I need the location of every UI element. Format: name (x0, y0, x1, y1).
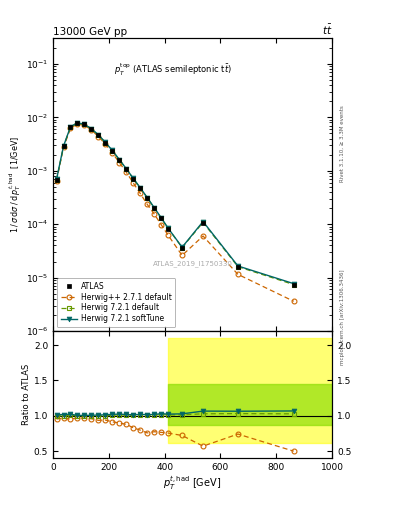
Herwig 7.2.1 softTune (61, 143, 66, 149)
ATLAS (103, 140, 108, 146)
Herwig 7.2.1 default (201, 219, 206, 225)
ATLAS (54, 177, 59, 183)
Herwig 7.2.1 default (145, 195, 150, 201)
Herwig 7.2.1 default (61, 143, 66, 150)
Herwig 7.2.1 softTune (110, 147, 115, 154)
ATLAS (166, 226, 171, 232)
ATLAS (82, 121, 87, 127)
Line: Herwig++ 2.7.1 default: Herwig++ 2.7.1 default (54, 121, 296, 304)
ATLAS (89, 126, 94, 132)
Herwig 7.2.1 default (131, 176, 136, 182)
Herwig 7.2.1 default (152, 205, 156, 211)
Herwig++ 2.7.1 default (89, 127, 94, 133)
Text: 13000 GeV pp: 13000 GeV pp (53, 27, 127, 37)
ATLAS (68, 124, 73, 131)
ATLAS (201, 220, 206, 226)
Herwig 7.2.1 default (138, 185, 143, 191)
Herwig 7.2.1 softTune (54, 176, 59, 182)
ATLAS (75, 120, 80, 126)
Herwig 7.2.1 default (82, 121, 87, 127)
Line: ATLAS: ATLAS (54, 120, 296, 288)
Herwig 7.2.1 default (124, 166, 129, 172)
Herwig++ 2.7.1 default (82, 122, 87, 129)
ATLAS (180, 245, 184, 251)
ATLAS (152, 205, 156, 211)
Herwig 7.2.1 softTune (145, 195, 150, 201)
ATLAS (61, 143, 66, 150)
Herwig++ 2.7.1 default (138, 190, 143, 197)
X-axis label: $p_T^{t,\mathrm{had}}$ [GeV]: $p_T^{t,\mathrm{had}}$ [GeV] (163, 475, 222, 492)
Herwig++ 2.7.1 default (180, 252, 184, 259)
Herwig 7.2.1 default (96, 132, 101, 138)
Herwig 7.2.1 softTune (166, 225, 171, 231)
Herwig++ 2.7.1 default (96, 134, 101, 140)
ATLAS (124, 166, 129, 172)
Herwig 7.2.1 default (291, 282, 296, 288)
Herwig++ 2.7.1 default (152, 211, 156, 217)
Line: Herwig 7.2.1 softTune: Herwig 7.2.1 softTune (54, 120, 296, 286)
Herwig 7.2.1 softTune (96, 132, 101, 138)
Text: ATLAS_2019_I1750330: ATLAS_2019_I1750330 (152, 260, 233, 267)
Herwig 7.2.1 softTune (180, 244, 184, 250)
Herwig 7.2.1 default (103, 140, 108, 146)
Herwig++ 2.7.1 default (145, 201, 150, 207)
Herwig 7.2.1 default (110, 147, 115, 154)
Herwig 7.2.1 softTune (131, 175, 136, 181)
Herwig 7.2.1 default (166, 225, 171, 231)
Herwig 7.2.1 default (89, 126, 94, 132)
Herwig 7.2.1 softTune (152, 205, 156, 211)
Herwig 7.2.1 softTune (138, 185, 143, 191)
Herwig 7.2.1 softTune (89, 126, 94, 132)
Herwig++ 2.7.1 default (201, 233, 206, 239)
Herwig 7.2.1 softTune (159, 215, 163, 221)
Herwig 7.2.1 softTune (117, 157, 122, 163)
ATLAS (96, 132, 101, 138)
Text: $p_T^{\rm top}$ (ATLAS semileptonic t$\bar{t}$): $p_T^{\rm top}$ (ATLAS semileptonic t$\b… (114, 62, 232, 78)
Herwig 7.2.1 softTune (235, 263, 240, 269)
ATLAS (159, 216, 163, 222)
Herwig++ 2.7.1 default (68, 125, 73, 132)
Line: Herwig 7.2.1 default: Herwig 7.2.1 default (54, 120, 296, 287)
Herwig++ 2.7.1 default (54, 178, 59, 184)
Legend: ATLAS, Herwig++ 2.7.1 default, Herwig 7.2.1 default, Herwig 7.2.1 softTune: ATLAS, Herwig++ 2.7.1 default, Herwig 7.… (57, 278, 175, 327)
Text: mcplots.cern.ch [arXiv:1306.3436]: mcplots.cern.ch [arXiv:1306.3436] (340, 270, 345, 365)
Text: Rivet 3.1.10, ≥ 3.3M events: Rivet 3.1.10, ≥ 3.3M events (340, 105, 345, 182)
Herwig 7.2.1 default (117, 157, 122, 163)
Text: $t\bar{t}$: $t\bar{t}$ (321, 23, 332, 37)
ATLAS (117, 157, 122, 163)
Herwig 7.2.1 softTune (124, 166, 129, 172)
Y-axis label: Ratio to ATLAS: Ratio to ATLAS (22, 364, 31, 425)
Herwig++ 2.7.1 default (131, 180, 136, 186)
ATLAS (291, 282, 296, 288)
ATLAS (138, 185, 143, 191)
Herwig 7.2.1 softTune (68, 124, 73, 130)
Herwig++ 2.7.1 default (103, 141, 108, 147)
Herwig 7.2.1 default (75, 120, 80, 126)
ATLAS (110, 148, 115, 154)
Herwig++ 2.7.1 default (291, 298, 296, 304)
Herwig++ 2.7.1 default (235, 271, 240, 278)
Herwig 7.2.1 softTune (75, 120, 80, 126)
Herwig++ 2.7.1 default (61, 144, 66, 151)
Herwig++ 2.7.1 default (110, 150, 115, 156)
Herwig 7.2.1 default (54, 177, 59, 183)
Herwig 7.2.1 default (159, 215, 163, 221)
Herwig 7.2.1 default (68, 124, 73, 130)
Herwig++ 2.7.1 default (117, 160, 122, 166)
ATLAS (235, 264, 240, 270)
Herwig++ 2.7.1 default (75, 121, 80, 127)
Y-axis label: $1\,/\,\sigma\,\mathrm{d}\sigma\,/\,\mathrm{d}\,p_T^{t,\mathrm{had}}$  [1/GeV]: $1\,/\,\sigma\,\mathrm{d}\sigma\,/\,\mat… (7, 136, 23, 233)
Herwig++ 2.7.1 default (159, 222, 163, 228)
Herwig++ 2.7.1 default (124, 169, 129, 175)
Herwig 7.2.1 softTune (82, 121, 87, 127)
Herwig 7.2.1 softTune (201, 219, 206, 225)
Herwig 7.2.1 default (235, 264, 240, 270)
ATLAS (131, 176, 136, 182)
Herwig 7.2.1 softTune (103, 139, 108, 145)
ATLAS (145, 195, 150, 201)
Herwig 7.2.1 default (180, 244, 184, 250)
Herwig++ 2.7.1 default (166, 232, 171, 238)
Herwig 7.2.1 softTune (291, 281, 296, 287)
